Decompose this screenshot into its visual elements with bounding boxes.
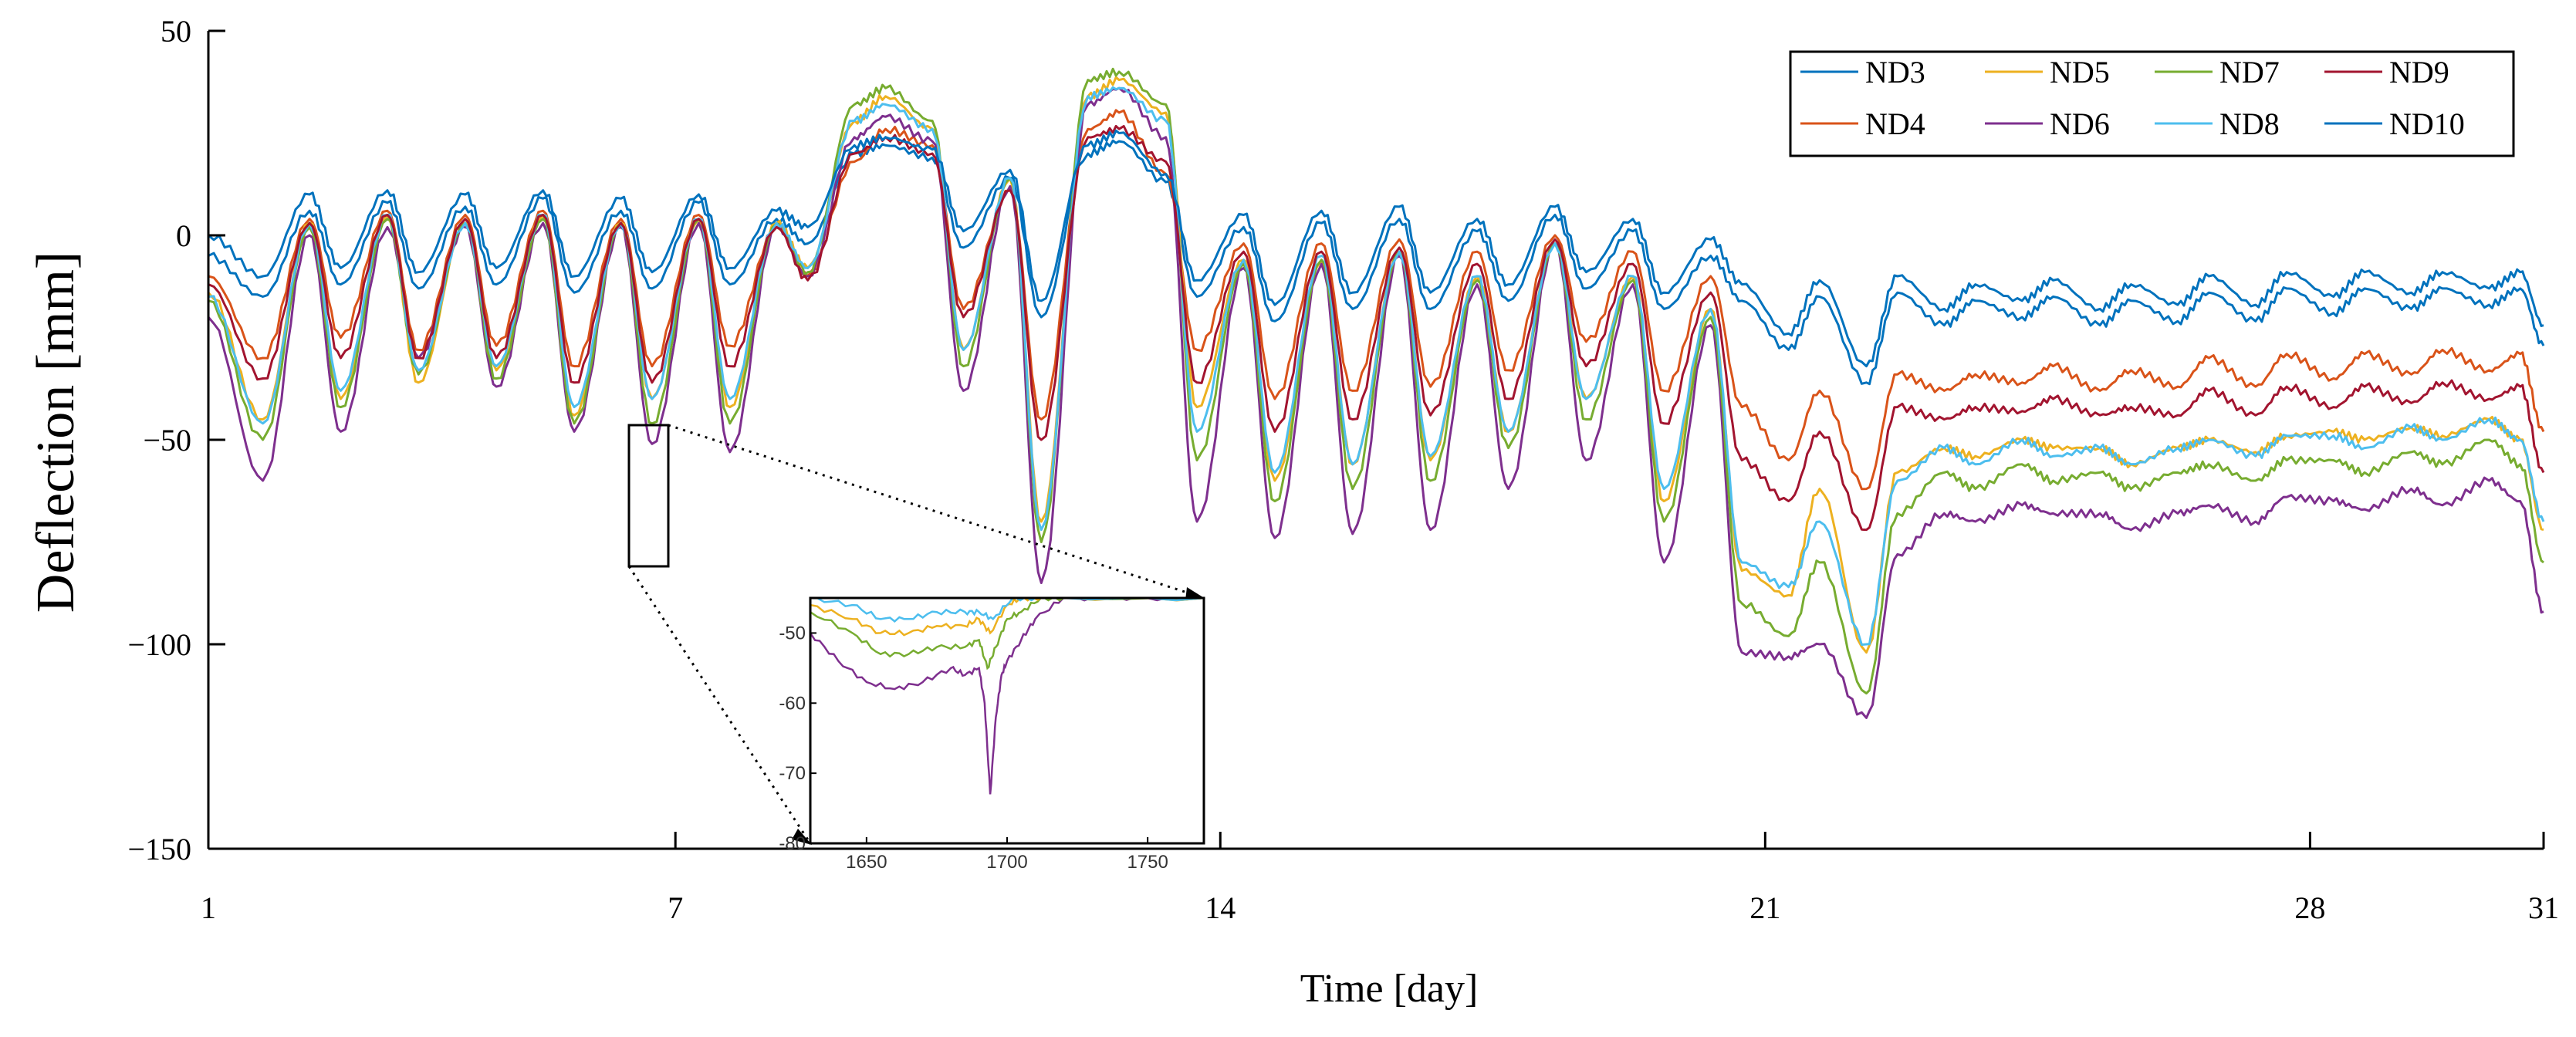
series-line-nd4 <box>208 109 2545 491</box>
legend-label: ND6 <box>2050 106 2110 141</box>
zoom-region-box <box>627 424 670 568</box>
x-tick-label: 21 <box>1749 890 1780 925</box>
y-tick-label: −100 <box>127 627 191 662</box>
zoom-arrowhead-bottom <box>792 829 812 845</box>
legend-label: ND3 <box>1865 55 1925 90</box>
legend-item-nd6: ND6 <box>1985 106 2110 141</box>
x-axis-label: Time [day] <box>1300 967 1479 1011</box>
inset-ticks: 1650 1700 1750 -50 -60 -70 -80 <box>779 623 1168 873</box>
x-tick-label: 1 <box>201 890 216 925</box>
series-line-nd9 <box>208 124 2545 532</box>
inset-y-tick-label: -60 <box>779 693 806 714</box>
y-tick-label: −150 <box>127 832 191 866</box>
y-tick-label: −50 <box>143 423 191 458</box>
y-tick-label: 50 <box>161 14 191 49</box>
inset-line-nd7 <box>810 596 1205 671</box>
x-tick-label: 7 <box>668 890 683 925</box>
legend-label: ND4 <box>1865 106 1925 141</box>
inset-chart: 1650 1700 1750 -50 -60 -70 -80 <box>779 596 1205 873</box>
legend-item-nd4: ND4 <box>1800 106 1925 141</box>
legend-label: ND10 <box>2389 106 2465 141</box>
inset-x-tick-label: 1750 <box>1127 852 1168 873</box>
series-line-nd3 <box>208 139 2545 386</box>
inset-x-tick-label: 1700 <box>986 852 1027 873</box>
zoom-connector-bottom <box>627 566 812 844</box>
legend-box <box>1789 50 2515 157</box>
ticks: 1 7 14 21 28 31 50 0 −50 −100 −150 <box>127 14 2559 925</box>
legend-item-nd7: ND7 <box>2155 55 2280 90</box>
legend-item-nd3: ND3 <box>1800 55 1925 90</box>
legend-item-nd10: ND10 <box>2324 106 2465 141</box>
legend-item-nd9: ND9 <box>2324 55 2449 90</box>
zoom-connector-top <box>668 424 1205 600</box>
legend-label: ND5 <box>2050 55 2110 90</box>
series-line-nd10 <box>208 129 2544 368</box>
inset-background <box>810 598 1204 843</box>
x-tick-label: 28 <box>2294 890 2325 925</box>
legend-label: ND9 <box>2389 55 2449 90</box>
series-lines <box>207 67 2545 719</box>
legend-item-nd5: ND5 <box>1985 55 2110 90</box>
x-tick-label: 31 <box>2528 890 2559 925</box>
legend-label: ND8 <box>2219 106 2280 141</box>
y-axis-label: Deflection [mm] <box>26 252 86 613</box>
inset-line-nd8 <box>810 596 1205 623</box>
inset-y-tick-label: -70 <box>779 763 806 784</box>
legend: ND3 ND5 ND7 ND9 ND4 ND6 ND8 ND10 <box>1789 50 2515 157</box>
inset-x-tick-label: 1650 <box>846 852 887 873</box>
y-tick-label: 0 <box>176 218 191 253</box>
legend-item-nd8: ND8 <box>2155 106 2280 141</box>
legend-label: ND7 <box>2219 55 2280 90</box>
series-line-nd6 <box>207 86 2544 719</box>
x-tick-label: 14 <box>1205 890 1236 925</box>
inset-y-tick-label: -80 <box>779 833 806 854</box>
inset-y-tick-label: -50 <box>779 623 806 643</box>
